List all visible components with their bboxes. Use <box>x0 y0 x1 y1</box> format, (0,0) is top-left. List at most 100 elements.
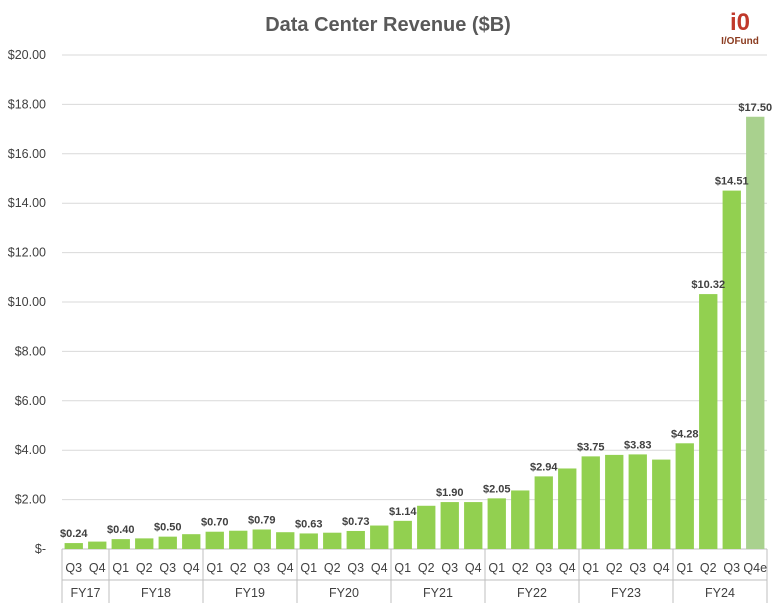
data-label: $0.50 <box>154 522 182 534</box>
y-tick-label: $20.00 <box>8 48 46 62</box>
x-tick-label: Q1 <box>582 561 599 575</box>
x-tick-label: Q1 <box>300 561 317 575</box>
logo-mark: i0 <box>730 9 750 36</box>
x-tick-label: Q1 <box>112 561 129 575</box>
x-tick-label: Q2 <box>324 561 341 575</box>
data-label: $1.14 <box>389 506 417 518</box>
data-label: $0.73 <box>342 516 370 528</box>
bar <box>299 533 318 549</box>
y-tick-label: $16.00 <box>8 147 46 161</box>
bar <box>182 534 201 549</box>
data-label: $10.32 <box>691 279 725 291</box>
bar <box>605 454 624 549</box>
bar <box>370 525 389 549</box>
x-tick-label: Q3 <box>629 561 646 575</box>
x-tick-label: Q4 <box>559 561 576 575</box>
y-tick-label: $18.00 <box>8 97 46 111</box>
bar <box>323 532 342 549</box>
bar <box>111 539 130 549</box>
bar <box>229 530 248 549</box>
data-label: $3.75 <box>577 441 605 453</box>
logo: i0 I/OFund <box>721 9 759 47</box>
data-label: $3.83 <box>624 439 652 451</box>
x-tick-label: Q4 <box>277 561 294 575</box>
x-tick-label: Q2 <box>700 561 717 575</box>
x-group-label: FY19 <box>235 586 265 600</box>
x-tick-label: Q1 <box>394 561 411 575</box>
y-tick-label: $8.00 <box>15 344 46 358</box>
x-tick-label: Q3 <box>253 561 270 575</box>
x-tick-label: Q2 <box>606 561 623 575</box>
data-label: $4.28 <box>671 428 699 440</box>
x-group-label: FY23 <box>611 586 641 600</box>
bar <box>675 443 694 549</box>
bar <box>205 531 224 549</box>
bar <box>88 541 107 549</box>
x-tick-label: Q4 <box>653 561 670 575</box>
data-label: $0.24 <box>60 528 88 540</box>
bar <box>746 116 765 549</box>
chart-title: Data Center Revenue ($B) <box>265 14 511 36</box>
x-tick-label: Q2 <box>512 561 529 575</box>
data-labels: $0.24 $0.40 $0.50 $0.70 $0.79 $0.63 $0.73 $1.14… <box>60 102 772 540</box>
bars <box>64 116 765 549</box>
x-tick-label: Q4 <box>183 561 200 575</box>
x-group-label: FY18 <box>141 586 171 600</box>
x-group-label: FY21 <box>423 586 453 600</box>
y-tick-label: $10.00 <box>8 295 46 309</box>
x-tick-label: Q1 <box>488 561 505 575</box>
bar <box>464 502 483 549</box>
bar <box>158 536 177 549</box>
x-axis: Q3 Q4 Q1 Q2 Q3 Q4 Q1 Q2 Q3 Q4 Q1 Q2 Q3 Q4 Q1 Q2 Q3 Q4 Q1 Q2… <box>61 549 768 603</box>
x-tick-label: Q3 <box>441 561 458 575</box>
x-tick-label: Q2 <box>230 561 247 575</box>
io-fund-logo-icon: i0 <box>730 9 750 36</box>
x-group-label: FY24 <box>705 586 735 600</box>
bar <box>558 468 577 549</box>
bar <box>628 454 647 549</box>
bar <box>393 520 412 549</box>
x-tick-label: Q4 <box>371 561 388 575</box>
bar <box>722 190 741 549</box>
logo-text: I/OFund <box>721 36 759 47</box>
x-tick-label: Q3 <box>159 561 176 575</box>
x-tick-label: Q3 <box>347 561 364 575</box>
bar <box>346 530 365 549</box>
bar <box>699 294 718 549</box>
y-tick-label: $- <box>35 542 46 556</box>
x-tick-label: Q4 <box>89 561 106 575</box>
bar <box>581 456 600 549</box>
bar <box>135 538 154 549</box>
y-tick-label: $6.00 <box>15 394 46 408</box>
data-label: $14.51 <box>715 176 749 188</box>
data-label: $0.70 <box>201 517 229 529</box>
x-tick-label: Q4 <box>465 561 482 575</box>
bar <box>511 490 530 549</box>
x-tick-label: Q1 <box>206 561 223 575</box>
bar <box>487 498 506 549</box>
bar <box>417 505 436 549</box>
data-label: $17.50 <box>738 102 772 114</box>
data-label: $1.90 <box>436 487 464 499</box>
x-group-label: FY20 <box>329 586 359 600</box>
x-tick-label: Q4e <box>743 561 767 575</box>
bar <box>276 532 295 549</box>
x-tick-label: Q3 <box>723 561 740 575</box>
bar <box>652 459 671 549</box>
y-tick-label: $4.00 <box>15 443 46 457</box>
bar <box>252 529 271 549</box>
gridlines <box>62 54 767 550</box>
data-label: $0.40 <box>107 524 135 536</box>
y-tick-label: $12.00 <box>8 246 46 260</box>
data-label: $0.63 <box>295 518 323 530</box>
x-group-label: FY17 <box>71 586 101 600</box>
x-tick-label: Q2 <box>136 561 153 575</box>
x-tick-label: Q1 <box>676 561 693 575</box>
y-tick-label: $2.00 <box>15 493 46 507</box>
x-tick-label: Q3 <box>535 561 552 575</box>
y-tick-label: $14.00 <box>8 196 46 210</box>
bar <box>440 502 459 549</box>
x-tick-label: Q2 <box>418 561 435 575</box>
data-label: $0.79 <box>248 514 276 526</box>
